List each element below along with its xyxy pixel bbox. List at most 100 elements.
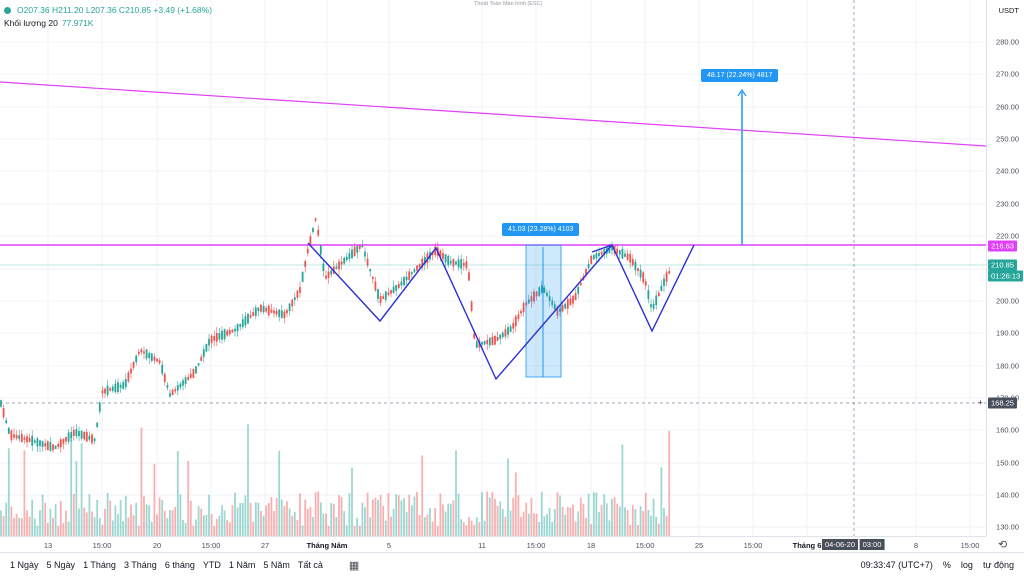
candle-body	[96, 422, 99, 428]
volume-bar	[465, 525, 468, 536]
range-ytd-button[interactable]: YTD	[202, 560, 221, 570]
volume-bar	[481, 492, 483, 536]
range-1d-button[interactable]: 1 Ngày	[10, 560, 39, 570]
candle-body	[20, 433, 23, 442]
go-to-date-icon[interactable]: ▦	[348, 559, 360, 572]
range-5y-button[interactable]: 5 Năm	[263, 560, 290, 570]
candle-body	[572, 295, 574, 304]
chart-area[interactable]: O207.36 H211.20 L207.36 C210.85 +3.49 (+…	[0, 0, 986, 536]
range-6m-button[interactable]: 6 tháng	[164, 560, 195, 570]
range-all-button[interactable]: Tất cả	[297, 560, 323, 570]
candle-body	[351, 249, 353, 259]
candle-body	[538, 287, 541, 296]
candle-body	[377, 289, 379, 299]
candle-body	[338, 261, 340, 270]
volume-bar	[65, 510, 67, 536]
price-axis[interactable]: USDT 280.00 270.00 260.00 250.00 240.00 …	[986, 0, 1024, 536]
volume-bar	[122, 521, 125, 536]
candle-body	[293, 297, 296, 301]
volume-bar	[353, 525, 356, 536]
pattern-line-2[interactable]	[591, 244, 695, 333]
volume-bar	[530, 497, 533, 536]
percent-scale-toggle[interactable]: %	[942, 560, 951, 570]
candle-body	[644, 281, 647, 286]
candle-body	[416, 265, 418, 271]
candle-body	[124, 379, 127, 388]
volume-bar	[106, 492, 109, 536]
candle-body	[36, 438, 39, 447]
candle-body	[652, 303, 655, 309]
volume-bar	[473, 524, 476, 536]
candle-body	[117, 382, 119, 392]
volume-bar	[371, 499, 374, 536]
candle-body	[39, 440, 41, 446]
target-arrow-label: 48.17 (22.24%) 4817	[701, 69, 779, 82]
candle-body	[239, 324, 242, 327]
volume-bar	[587, 493, 590, 536]
range-5d-button[interactable]: 5 Ngày	[46, 560, 76, 570]
volume-bar	[668, 430, 671, 536]
volume-bar	[590, 523, 593, 536]
volume-bar	[611, 498, 613, 536]
candle-body	[335, 266, 338, 269]
volume-bar	[592, 492, 595, 536]
volume-bar	[208, 494, 210, 536]
volume-bar	[447, 503, 450, 536]
price-chart[interactable]	[0, 0, 986, 536]
candle-body	[228, 329, 231, 335]
time-tick: 27	[260, 541, 270, 550]
volume-bar	[223, 510, 226, 536]
log-scale-toggle[interactable]: log	[960, 560, 973, 570]
volume-bar	[239, 503, 242, 536]
candle-body	[88, 435, 91, 440]
candle-body	[179, 383, 182, 388]
range-3m-button[interactable]: 3 Tháng	[123, 560, 157, 570]
range-1m-button[interactable]: 1 Tháng	[83, 560, 116, 570]
candle-body	[85, 431, 88, 442]
candle-body	[574, 293, 577, 301]
auto-scale-toggle[interactable]: tự động	[982, 560, 1014, 570]
candle-body	[468, 272, 470, 281]
add-alert-plus-icon[interactable]: +	[977, 397, 984, 408]
volume-bar	[579, 497, 582, 536]
chart-settings-icon[interactable]: ⟲	[998, 539, 1008, 551]
measure-box-label: 41.03 (23.28%) 4103	[502, 223, 580, 236]
candle-body	[590, 255, 593, 264]
candle-body	[657, 292, 660, 296]
candle-body	[642, 272, 645, 283]
candle-body	[161, 364, 164, 374]
volume-bar	[546, 513, 548, 536]
volume-bar	[520, 516, 522, 536]
volume-bar	[348, 493, 351, 536]
candle-body	[410, 272, 413, 275]
volume-indicator-label[interactable]: Khối lượng 20	[4, 18, 58, 28]
pattern-line-1[interactable]	[307, 242, 613, 381]
volume-bar	[109, 500, 112, 536]
symbol-status-icon[interactable]	[4, 7, 11, 14]
volume-bar	[163, 510, 166, 536]
volume-bar	[312, 517, 314, 536]
candle-body	[392, 286, 395, 294]
volume-bar	[351, 467, 353, 536]
volume-bar	[67, 521, 70, 536]
candle-body	[111, 386, 114, 391]
volume-bar	[179, 494, 182, 536]
candle-body	[577, 287, 580, 294]
trend-line[interactable]	[0, 81, 986, 147]
clock-timezone[interactable]: 09:33:47 (UTC+7)	[860, 560, 933, 570]
volume-bar	[663, 508, 665, 536]
bottom-right-controls: 09:33:47 (UTC+7) % log tự động	[861, 553, 1024, 577]
volume-bar	[408, 494, 411, 536]
candle-body	[26, 436, 28, 443]
candle-body	[106, 385, 109, 395]
time-axis[interactable]: 13 15:00 20 15:00 27 Tháng Năm 5 11 15:0…	[0, 536, 986, 553]
volume-bar	[75, 461, 78, 536]
exit-fullscreen-hint[interactable]: Thoát Toàn Màn hình (ESC)	[474, 1, 543, 7]
candle-body	[499, 334, 502, 339]
range-1y-button[interactable]: 1 Năm	[228, 560, 256, 570]
volume-bar	[150, 521, 153, 536]
bottom-toolbar: 1 Ngày 5 Ngày 1 Tháng 3 Tháng 6 tháng YT…	[0, 552, 1024, 577]
candle-body	[483, 340, 486, 345]
volume-bar	[153, 463, 156, 536]
candle-body	[301, 272, 304, 282]
